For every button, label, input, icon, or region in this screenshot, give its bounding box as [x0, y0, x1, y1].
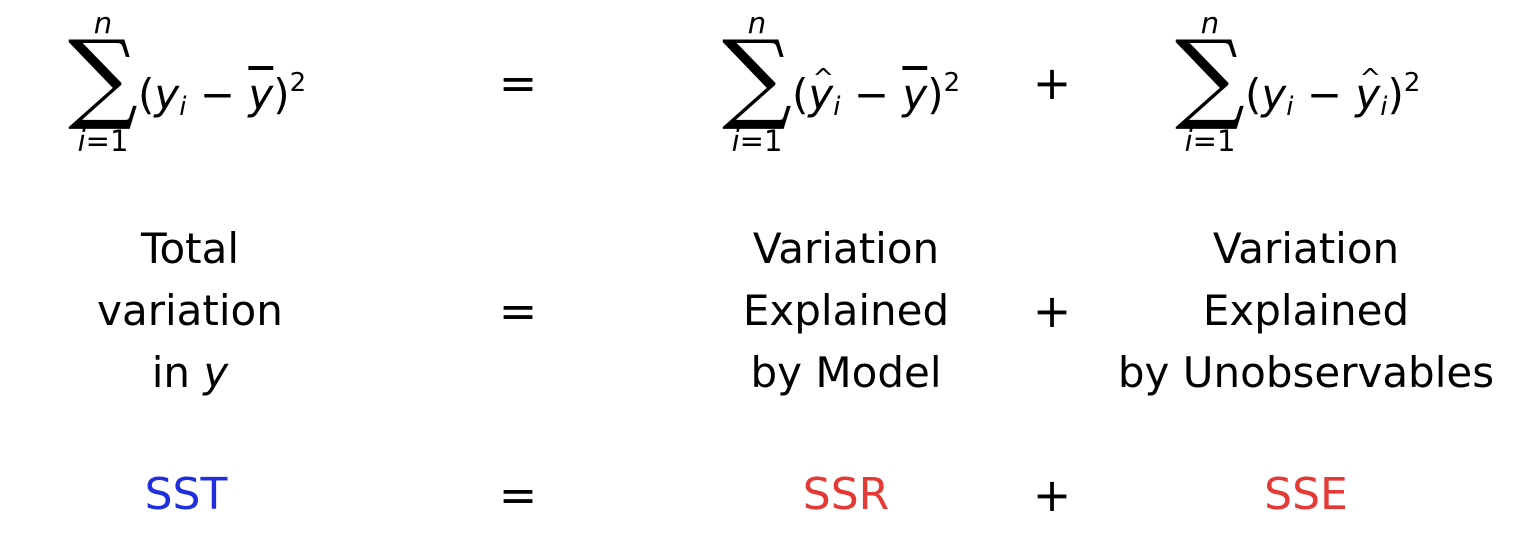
- ssr-label: SSR: [802, 469, 890, 520]
- sigma-icon: ∑: [722, 20, 792, 134]
- model-variation-label: Variation Explained by Model: [742, 224, 950, 397]
- equals-sign: =: [498, 284, 538, 338]
- label-row: Total variation in y = Variation Explain…: [0, 218, 1536, 408]
- summation-operator: n ∑ i=1: [58, 0, 148, 180]
- summation-operator: n ∑ i=1: [712, 0, 802, 180]
- summand: (yi − yi)2: [1245, 54, 1420, 132]
- sigma-icon: ∑: [1175, 20, 1245, 134]
- plus-sign: +: [1032, 468, 1072, 522]
- plus-sign: +: [1032, 56, 1072, 110]
- plus-sign: +: [1032, 284, 1072, 338]
- sse-label: SSE: [1264, 469, 1348, 520]
- sum-lower-limit: i=1: [77, 124, 129, 158]
- formula-row: n ∑ i=1 (yi − y)2 = n ∑ i=1 (yi − y)2 + …: [0, 0, 1536, 180]
- summand: (yi − y)2: [138, 68, 307, 122]
- abbreviation-row: SST = SSR + SSE: [0, 468, 1536, 530]
- sum-lower-limit: i=1: [731, 124, 783, 158]
- sst-label: SST: [144, 469, 228, 520]
- y-hat: y: [1355, 54, 1381, 120]
- y-hat: y: [808, 54, 834, 120]
- unobservables-variation-label: Variation Explained by Unobservables: [1117, 224, 1495, 397]
- summand: (yi − y)2: [792, 54, 960, 132]
- sum-lower-limit: i=1: [1184, 124, 1236, 158]
- equals-sign: =: [498, 468, 538, 522]
- sum-upper-limit: n: [747, 6, 767, 40]
- total-variation-label: Total variation in y: [97, 224, 283, 397]
- sigma-icon: ∑: [68, 20, 138, 134]
- summation-operator: n ∑ i=1: [1165, 0, 1255, 180]
- y-bar: y: [902, 70, 928, 119]
- sum-upper-limit: n: [1200, 6, 1220, 40]
- sum-upper-limit: n: [93, 6, 113, 40]
- equals-sign: =: [498, 56, 538, 110]
- y-bar: y: [248, 70, 274, 119]
